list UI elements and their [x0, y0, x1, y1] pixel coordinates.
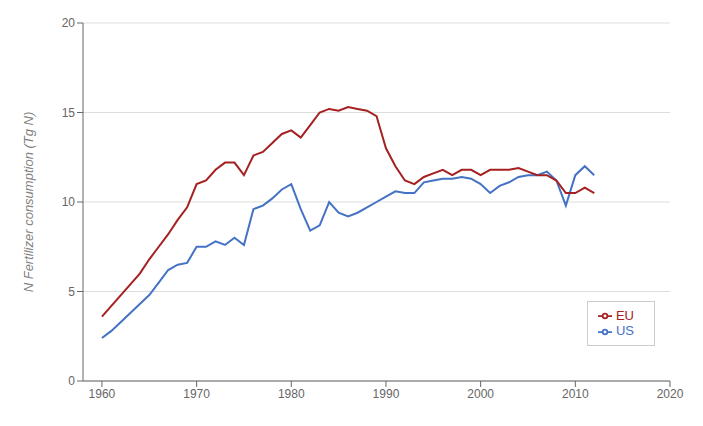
svg-text:2000: 2000	[467, 387, 494, 401]
svg-text:2010: 2010	[562, 387, 589, 401]
svg-text:2020: 2020	[657, 387, 684, 401]
svg-text:5: 5	[68, 285, 75, 299]
svg-text:1990: 1990	[373, 387, 400, 401]
svg-text:0: 0	[68, 374, 75, 388]
svg-text:20: 20	[62, 16, 76, 30]
svg-text:N Fertilizer consumption (Tg N: N Fertilizer consumption (Tg N)	[21, 112, 36, 293]
svg-text:1980: 1980	[278, 387, 305, 401]
svg-text:15: 15	[62, 106, 76, 120]
svg-text:1960: 1960	[89, 387, 116, 401]
svg-text:1970: 1970	[183, 387, 210, 401]
html-text:EU: EU	[615, 307, 634, 323]
html-text:US: US	[615, 323, 634, 339]
svg-text:10: 10	[62, 195, 76, 209]
